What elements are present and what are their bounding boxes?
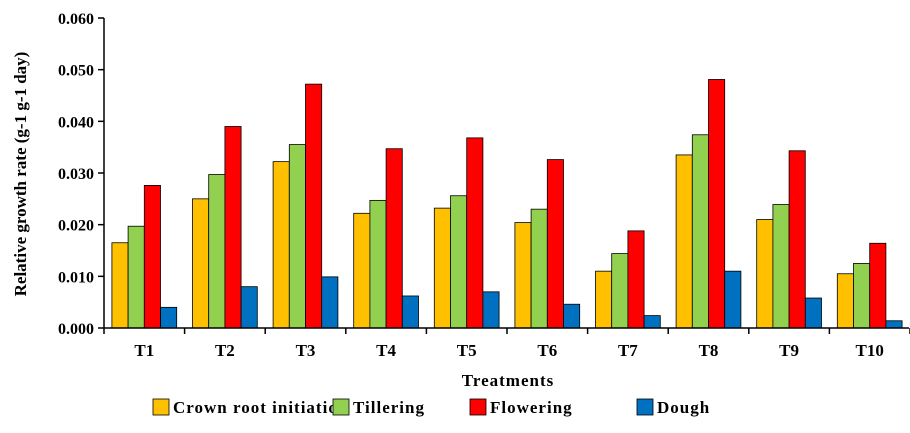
plot-area	[111, 79, 903, 329]
bar-flowering-t8	[708, 79, 726, 329]
bar-dough-t10	[885, 320, 903, 329]
x-tick-label: T10	[856, 341, 884, 360]
bar-dough-t1	[160, 306, 178, 329]
legend-swatch-dough	[636, 398, 654, 416]
axes: 0.000 0.010 0.020 0.030 0.040 0.050 0.060 T1 T2 T…	[58, 11, 910, 360]
legend-swatch-tillering	[332, 398, 350, 416]
y-tick-label: 0.060	[58, 11, 94, 28]
y-tick-label: 0.000	[58, 321, 94, 338]
bar-dough-t3	[321, 276, 339, 329]
bar-flowering-t7	[627, 230, 645, 329]
legend-label-tillering: Tillering	[353, 398, 425, 417]
bar-dough-t2	[240, 286, 258, 329]
y-tick-label: 0.030	[58, 166, 94, 183]
bar-crown-root-initiation-t3	[272, 161, 290, 329]
bar-crown-root-initiation-t9	[756, 219, 774, 329]
bar-crown-root-initiation-t4	[353, 212, 371, 329]
y-axis-title: Relative growth rate (g-1 g-1 day)	[11, 52, 30, 297]
x-tick-label: T7	[618, 341, 638, 360]
bar-flowering-t4	[385, 148, 403, 329]
bar-dough-t4	[401, 295, 419, 329]
y-tick-label: 0.020	[58, 218, 94, 235]
bar-tillering-t4	[369, 199, 387, 329]
bar-crown-root-initiation-t8	[675, 154, 693, 329]
bar-tillering-t7	[611, 253, 629, 329]
bar-flowering-t1	[143, 184, 161, 329]
bar-crown-root-initiation-t7	[595, 270, 613, 329]
x-tick-label: T1	[134, 341, 154, 360]
x-tick-label: T6	[537, 341, 557, 360]
bar-flowering-t5	[466, 137, 484, 329]
bar-tillering-t3	[288, 144, 306, 329]
bar-crown-root-initiation-t6	[514, 222, 532, 329]
bar-tillering-t5	[450, 195, 468, 329]
bar-flowering-t2	[224, 126, 242, 329]
bar-dough-t6	[563, 303, 581, 329]
bar-tillering-t9	[772, 204, 790, 329]
y-tick-label: 0.050	[58, 63, 94, 80]
legend-label-flowering: Flowering	[490, 398, 573, 417]
legend-label-crown-root-initiation: Crown root initiation	[173, 398, 348, 417]
x-axis-title: Treatments	[462, 371, 554, 390]
bar-tillering-t8	[691, 134, 709, 329]
y-tick-label: 0.040	[58, 114, 94, 131]
bar-dough-t9	[804, 297, 822, 329]
bar-crown-root-initiation-t2	[192, 198, 210, 329]
y-tick-label: 0.010	[58, 269, 94, 286]
x-tick-label: T8	[699, 341, 719, 360]
bar-dough-t7	[643, 315, 661, 329]
bar-tillering-t10	[853, 263, 871, 329]
bar-flowering-t9	[788, 150, 806, 329]
x-tick-label: T2	[215, 341, 235, 360]
bar-tillering-t2	[208, 174, 226, 329]
x-tick-label: T9	[779, 341, 799, 360]
bar-flowering-t10	[869, 242, 887, 329]
bar-tillering-t6	[530, 208, 548, 329]
bar-dough-t5	[482, 291, 500, 329]
bar-crown-root-initiation-t1	[111, 242, 129, 329]
bar-flowering-t3	[305, 83, 323, 329]
bar-tillering-t1	[127, 225, 145, 329]
bar-flowering-t6	[546, 159, 564, 329]
x-tick-label: T3	[296, 341, 316, 360]
bar-crown-root-initiation-t5	[433, 207, 451, 329]
x-tick-label: T5	[457, 341, 477, 360]
legend-swatch-flowering	[469, 398, 487, 416]
bar-dough-t8	[724, 270, 742, 329]
legend-label-dough: Dough	[657, 398, 710, 417]
x-tick-label: T4	[376, 341, 396, 360]
bar-crown-root-initiation-t10	[836, 273, 854, 329]
legend-swatch-crown-root-initiation	[152, 398, 170, 416]
legend: Crown root initiation Tillering Flowering D…	[152, 398, 710, 417]
